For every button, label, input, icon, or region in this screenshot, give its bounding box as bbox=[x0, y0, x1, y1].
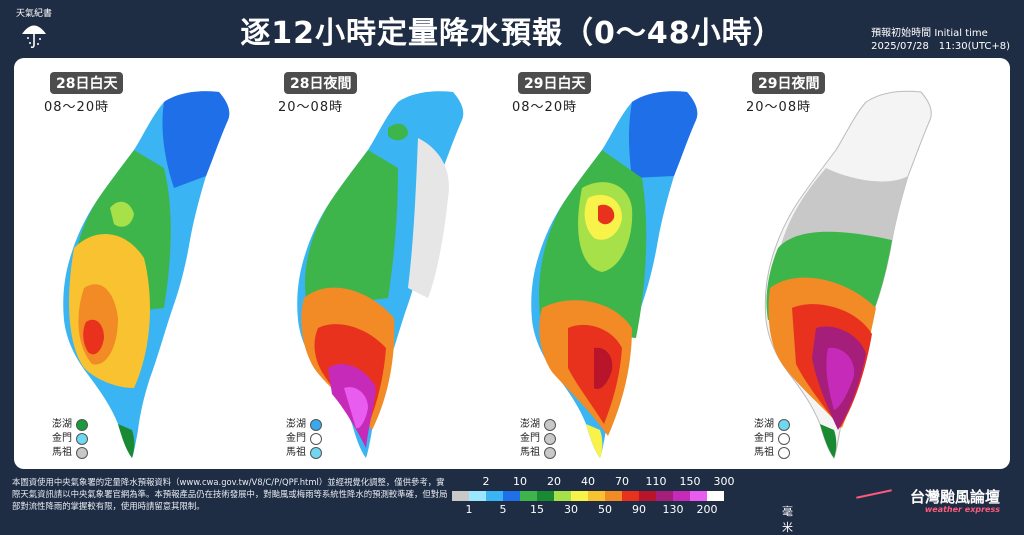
island-list: 澎湖 金門 馬祖 bbox=[520, 418, 556, 460]
legend-swatch bbox=[486, 491, 503, 501]
initial-time: 預報初始時間 Initial time 2025/07/28 11:30(UTC… bbox=[871, 27, 1010, 53]
legend-bottom-value: 50 bbox=[598, 503, 612, 516]
island-dot bbox=[544, 447, 556, 459]
disclaimer: 本圖資使用中央氣象署的定量降水預報資料（www.cwa.gov.tw/V8/C/… bbox=[12, 477, 448, 511]
legend-swatch bbox=[622, 491, 639, 501]
footer: 本圖資使用中央氣象署的定量降水預報資料（www.cwa.gov.tw/V8/C/… bbox=[0, 469, 1024, 534]
legend-top-value: 40 bbox=[581, 475, 595, 488]
island-list: 澎湖 金門 馬祖 bbox=[754, 418, 790, 460]
island-matsu: 馬祖 bbox=[52, 446, 88, 460]
legend-top-value: 150 bbox=[679, 475, 701, 488]
legend-bottom-value: 30 bbox=[564, 503, 578, 516]
legend-bottom-value: 200 bbox=[696, 503, 718, 516]
legend-top-value: 10 bbox=[513, 475, 527, 488]
legend-swatch bbox=[673, 491, 690, 501]
taiwan-map bbox=[716, 58, 956, 469]
time-range: 08～20時 bbox=[44, 100, 110, 115]
legend-bottom-value: 130 bbox=[662, 503, 684, 516]
legend-swatch bbox=[639, 491, 656, 501]
map-28-day: 28日白天 08～20時 澎湖 金門 馬祖 bbox=[14, 58, 254, 469]
map-29-night: 29日夜間 20～08時 澎湖 金門 馬祖 bbox=[716, 58, 956, 469]
island-matsu: 馬祖 bbox=[754, 446, 790, 460]
island-dot bbox=[778, 419, 790, 431]
legend-swatch bbox=[656, 491, 673, 501]
brand-swoosh bbox=[856, 489, 892, 499]
brand-sub: weather express bbox=[924, 505, 1000, 514]
legend-swatch bbox=[554, 491, 571, 501]
island-penghu: 澎湖 bbox=[754, 418, 790, 432]
legend-swatch bbox=[588, 491, 605, 501]
island-kinmen: 金門 bbox=[286, 432, 322, 446]
initial-time-value: 2025/07/28 11:30(UTC+8) bbox=[871, 41, 1010, 52]
island-dot bbox=[778, 433, 790, 445]
time-range: 20～08時 bbox=[746, 100, 812, 115]
legend-swatch bbox=[537, 491, 554, 501]
brand-name: 台灣颱風論壇 bbox=[909, 488, 1000, 506]
island-list: 澎湖 金門 馬祖 bbox=[286, 418, 322, 460]
island-dot bbox=[76, 447, 88, 459]
legend-swatch bbox=[520, 491, 537, 501]
taiwan-map bbox=[482, 91, 698, 458]
island-kinmen: 金門 bbox=[52, 432, 88, 446]
initial-time-label: 預報初始時間 Initial time bbox=[871, 28, 988, 39]
island-matsu: 馬祖 bbox=[286, 446, 322, 460]
island-dot bbox=[544, 419, 556, 431]
island-kinmen: 金門 bbox=[754, 432, 790, 446]
legend-bottom-value: 5 bbox=[499, 503, 507, 516]
legend-color-bar bbox=[452, 491, 724, 501]
legend-top-value: 70 bbox=[615, 475, 629, 488]
island-penghu: 澎湖 bbox=[286, 418, 322, 432]
legend-top-value: 110 bbox=[645, 475, 667, 488]
island-penghu: 澎湖 bbox=[52, 418, 88, 432]
logo: 天氣紀書 bbox=[14, 6, 54, 52]
brand: 台灣颱風論壇 weather express bbox=[910, 486, 1000, 514]
day-label: 29日夜間 bbox=[752, 72, 826, 94]
day-label: 28日夜間 bbox=[284, 72, 358, 94]
legend-swatch bbox=[452, 491, 469, 501]
taiwan-map bbox=[248, 58, 488, 469]
island-dot bbox=[544, 433, 556, 445]
legend-bottom-value: 1 bbox=[465, 503, 473, 516]
legend-bottom-value: 15 bbox=[530, 503, 544, 516]
island-dot bbox=[778, 447, 790, 459]
legend-swatch bbox=[503, 491, 520, 501]
island-list: 澎湖 金門 馬祖 bbox=[52, 418, 88, 460]
time-range: 20～08時 bbox=[278, 100, 344, 115]
taiwan-map bbox=[14, 91, 230, 458]
legend-unit: 毫米 bbox=[782, 505, 793, 534]
island-matsu: 馬祖 bbox=[520, 446, 556, 460]
legend-swatch bbox=[605, 491, 622, 501]
map-panel: 28日白天 08～20時 澎湖 金門 馬祖 28日夜間 20～08時 澎湖 金門… bbox=[14, 58, 1010, 469]
legend-swatch bbox=[571, 491, 588, 501]
legend-top-value: 2 bbox=[482, 475, 490, 488]
logo-text: 天氣紀書 bbox=[15, 9, 52, 19]
island-dot bbox=[76, 433, 88, 445]
page-title: 逐12小時定量降水預報（0～48小時） bbox=[240, 16, 784, 51]
legend-bottom-value: 90 bbox=[632, 503, 646, 516]
legend-swatch bbox=[690, 491, 707, 501]
island-dot bbox=[310, 447, 322, 459]
header: 天氣紀書 逐12小時定量降水預報（0～48小時） 預報初始時間 Initial … bbox=[0, 0, 1024, 58]
map-28-night: 28日夜間 20～08時 澎湖 金門 馬祖 bbox=[248, 58, 488, 469]
map-29-day: 29日白天 08～20時 澎湖 金門 馬祖 bbox=[482, 58, 722, 469]
legend-swatch bbox=[469, 491, 486, 501]
island-dot bbox=[310, 433, 322, 445]
island-penghu: 澎湖 bbox=[520, 418, 556, 432]
island-dot bbox=[76, 419, 88, 431]
umbrella-icon bbox=[22, 25, 46, 49]
day-label: 29日白天 bbox=[518, 72, 592, 94]
time-range: 08～20時 bbox=[512, 100, 578, 115]
legend-top-value: 20 bbox=[547, 475, 561, 488]
island-kinmen: 金門 bbox=[520, 432, 556, 446]
legend-swatch bbox=[707, 491, 724, 501]
island-dot bbox=[310, 419, 322, 431]
legend-top-value: 300 bbox=[713, 475, 735, 488]
day-label: 28日白天 bbox=[50, 72, 124, 94]
